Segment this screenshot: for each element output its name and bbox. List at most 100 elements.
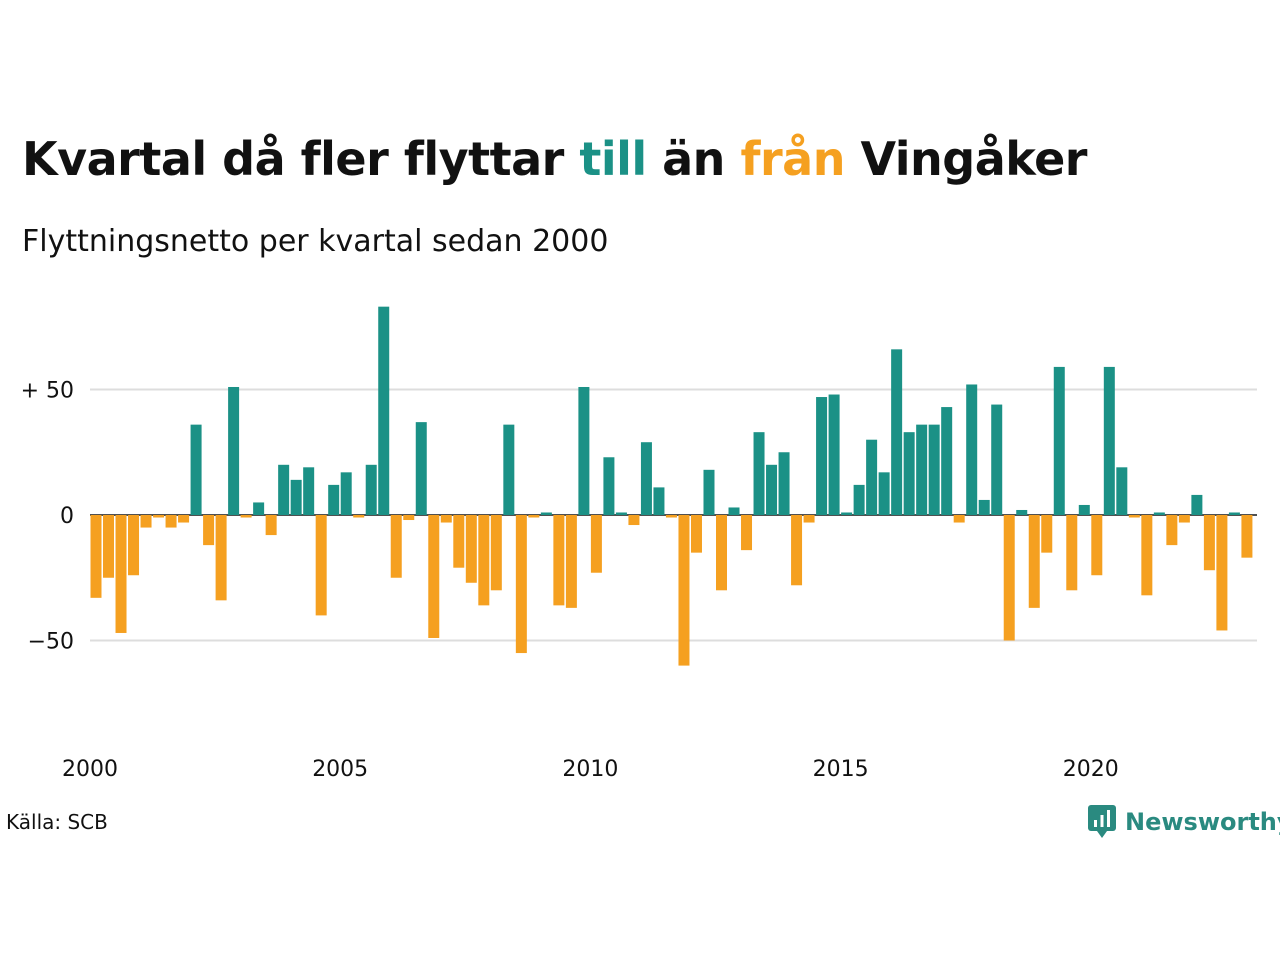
bar <box>265 515 277 536</box>
title-highlight-fran: från <box>740 132 845 186</box>
bar <box>703 469 715 515</box>
bar <box>1003 515 1015 641</box>
bar <box>690 515 702 553</box>
bar <box>278 464 290 515</box>
bar <box>853 484 865 515</box>
bar <box>315 515 327 616</box>
bar <box>1128 515 1140 518</box>
newsworthy-logo-text: Newsworthy <box>1125 808 1280 836</box>
chart-bars <box>90 306 1253 666</box>
bar <box>878 472 890 515</box>
bar <box>716 515 727 591</box>
bar <box>378 306 390 515</box>
x-tick-label: 2000 <box>62 757 118 782</box>
bar <box>103 515 115 578</box>
bar <box>1166 515 1178 546</box>
bar <box>190 424 202 515</box>
bar <box>866 439 878 515</box>
x-tick-label: 2010 <box>562 757 618 782</box>
bar <box>753 432 765 515</box>
bar <box>540 512 552 515</box>
bar <box>841 512 853 515</box>
bar <box>941 407 953 515</box>
bar <box>1178 515 1190 523</box>
x-tick-label: 2015 <box>813 757 869 782</box>
bar <box>453 515 465 568</box>
title-part-5: Vingåker <box>844 132 1087 186</box>
bar <box>653 487 665 515</box>
bar <box>478 515 490 606</box>
bar <box>665 515 677 518</box>
y-tick-label: + 50 <box>21 379 74 404</box>
newsworthy-logo[interactable]: Newsworthy <box>1087 804 1280 840</box>
bar <box>741 515 753 551</box>
bar <box>428 515 440 638</box>
bar <box>803 515 815 523</box>
x-tick-label: 2020 <box>1063 757 1119 782</box>
source-note: Källa: SCB <box>6 810 108 834</box>
bar <box>565 515 577 608</box>
chart-subtitle: Flyttningsnetto per kvartal sedan 2000 <box>22 224 609 259</box>
y-tick-label: −50 <box>28 630 74 655</box>
title-part-3: än <box>646 132 741 186</box>
bar <box>728 507 740 515</box>
bar <box>1153 512 1165 515</box>
bar <box>991 404 1003 515</box>
bar <box>403 515 415 521</box>
bar <box>1103 366 1115 515</box>
bar <box>1141 515 1153 596</box>
title-highlight-till: till <box>579 132 647 186</box>
bar <box>390 515 402 578</box>
bar <box>1066 515 1078 591</box>
bar <box>240 515 252 518</box>
x-axis: 2000 2005 2010 2015 2020 <box>62 757 1119 782</box>
bar <box>640 442 652 515</box>
bar <box>153 515 165 518</box>
bar <box>465 515 477 583</box>
x-tick-label: 2005 <box>312 757 368 782</box>
bar <box>966 384 978 515</box>
bar <box>678 515 690 666</box>
bar <box>1228 512 1240 515</box>
title-part-1: Kvartal då fler flyttar <box>22 132 580 186</box>
bar <box>290 479 302 515</box>
bar <box>503 424 515 515</box>
bar <box>1053 366 1065 515</box>
bar <box>628 515 640 526</box>
bar <box>203 515 215 546</box>
bar <box>1028 515 1040 608</box>
bar <box>353 515 365 518</box>
bar <box>1116 467 1128 515</box>
bar <box>953 515 965 523</box>
bar <box>1078 504 1090 515</box>
bar <box>178 515 190 523</box>
bar <box>365 464 377 515</box>
bar <box>165 515 177 528</box>
bar <box>816 397 828 515</box>
bar <box>253 502 265 515</box>
bar <box>528 515 540 518</box>
bar <box>603 457 615 515</box>
y-tick-label: 0 <box>60 504 74 529</box>
bar <box>778 452 790 515</box>
bar <box>515 515 527 654</box>
bar <box>891 349 903 515</box>
bar <box>128 515 140 576</box>
bar <box>828 394 840 515</box>
bar <box>1241 515 1253 558</box>
bar <box>115 515 127 633</box>
bar <box>415 422 427 515</box>
bar <box>328 484 340 515</box>
bar <box>590 515 602 573</box>
bar <box>1216 515 1228 631</box>
bar <box>766 464 778 515</box>
bar <box>615 512 627 515</box>
bar <box>490 515 502 591</box>
bar <box>578 386 590 515</box>
bar <box>1091 515 1103 576</box>
bar <box>1191 494 1203 515</box>
bar <box>1016 509 1028 515</box>
bar <box>340 472 352 515</box>
bar <box>440 515 452 523</box>
